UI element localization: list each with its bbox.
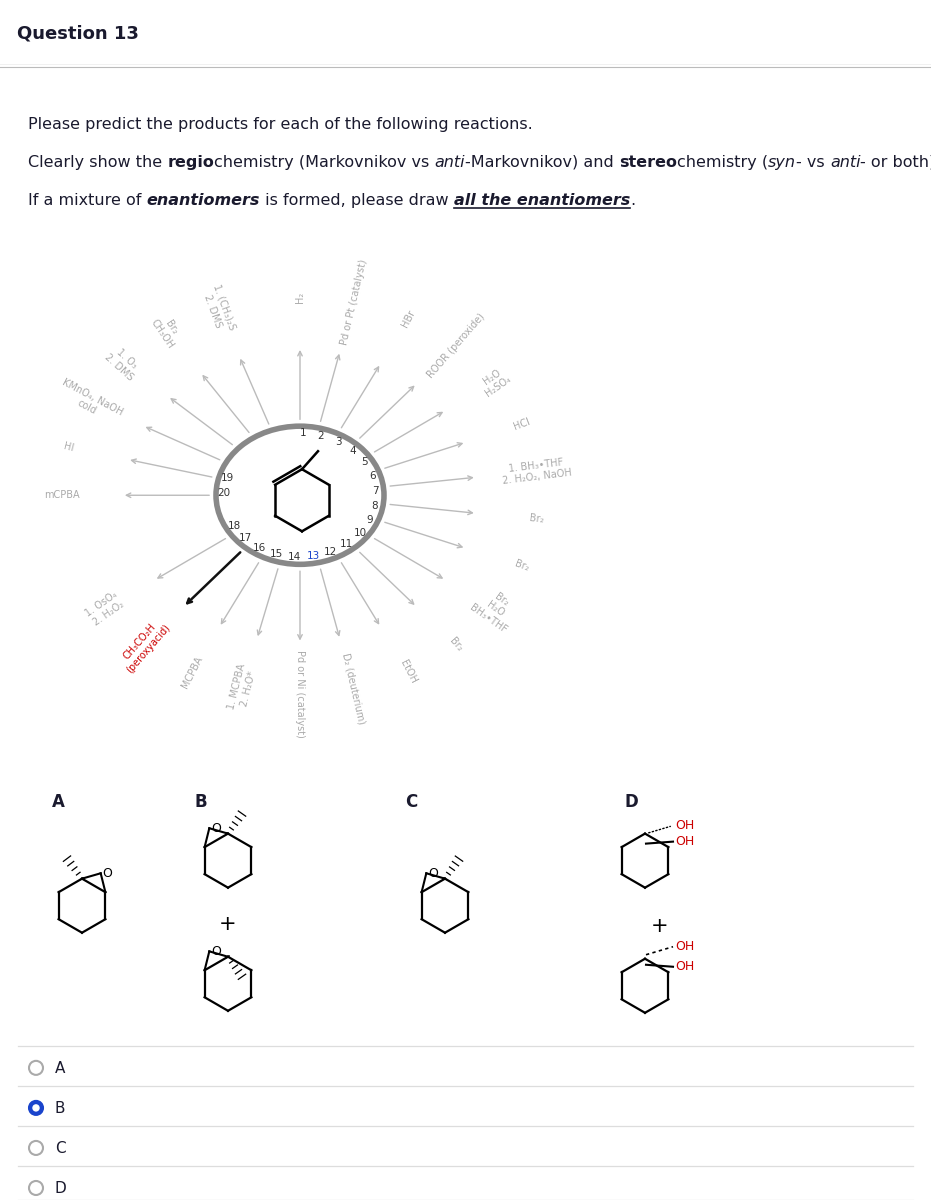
Text: 3: 3 bbox=[334, 437, 342, 446]
Text: OH: OH bbox=[675, 835, 695, 848]
Text: 2: 2 bbox=[317, 431, 324, 440]
Text: Please predict the products for each of the following reactions.: Please predict the products for each of … bbox=[28, 116, 533, 132]
Circle shape bbox=[29, 1181, 43, 1195]
Text: +: + bbox=[219, 913, 236, 934]
Text: Clearly show the: Clearly show the bbox=[28, 155, 168, 170]
Text: OH: OH bbox=[675, 960, 695, 973]
Text: 1: 1 bbox=[300, 428, 306, 438]
Text: Br₂
H₂O
BH₃•THF: Br₂ H₂O BH₃•THF bbox=[468, 583, 522, 635]
Circle shape bbox=[29, 1141, 43, 1154]
Text: O: O bbox=[211, 944, 222, 958]
Text: HI: HI bbox=[63, 442, 75, 454]
Text: stereo: stereo bbox=[619, 155, 677, 170]
Text: EtOH: EtOH bbox=[398, 659, 418, 685]
Text: 15: 15 bbox=[270, 550, 283, 559]
Text: 14: 14 bbox=[288, 552, 302, 562]
Text: mCPBA: mCPBA bbox=[44, 491, 80, 500]
Text: anti: anti bbox=[830, 155, 860, 170]
Text: O: O bbox=[428, 866, 439, 880]
Text: 16: 16 bbox=[253, 542, 266, 553]
Text: D₂ (deuterium): D₂ (deuterium) bbox=[341, 652, 367, 725]
Text: 9: 9 bbox=[366, 516, 372, 526]
Text: Br₂: Br₂ bbox=[514, 559, 531, 574]
Text: anti: anti bbox=[435, 155, 466, 170]
Text: Question 13: Question 13 bbox=[17, 25, 139, 43]
Circle shape bbox=[33, 1105, 39, 1111]
Text: is formed, please draw: is formed, please draw bbox=[260, 193, 453, 208]
Text: MCPBA: MCPBA bbox=[180, 654, 204, 690]
Text: - or both).: - or both). bbox=[860, 155, 931, 170]
Text: 20: 20 bbox=[218, 488, 231, 498]
Text: OH: OH bbox=[675, 941, 695, 953]
Text: A: A bbox=[55, 1061, 65, 1076]
Circle shape bbox=[29, 1100, 43, 1115]
Text: Pd or Pt (catalyst): Pd or Pt (catalyst) bbox=[339, 258, 369, 346]
Text: 19: 19 bbox=[221, 473, 234, 484]
Text: O: O bbox=[102, 866, 113, 880]
Text: 17: 17 bbox=[238, 533, 252, 544]
Text: Br₂: Br₂ bbox=[529, 514, 544, 526]
Text: Br₂: Br₂ bbox=[448, 636, 465, 654]
Text: C: C bbox=[405, 792, 417, 810]
Text: 5: 5 bbox=[361, 457, 368, 467]
Text: 1. OsO₄
2. H₂O₂: 1. OsO₄ 2. H₂O₂ bbox=[84, 589, 127, 629]
Text: chemistry (Markovnikov vs: chemistry (Markovnikov vs bbox=[214, 155, 435, 170]
Text: Br₂
CH₃OH: Br₂ CH₃OH bbox=[149, 311, 185, 350]
Text: 10: 10 bbox=[354, 528, 367, 539]
Text: Pd or Ni (catalyst): Pd or Ni (catalyst) bbox=[295, 649, 305, 738]
Text: D: D bbox=[55, 1182, 67, 1196]
Text: H₂: H₂ bbox=[295, 292, 305, 302]
Text: 4: 4 bbox=[349, 445, 356, 456]
Text: 18: 18 bbox=[227, 521, 241, 532]
Text: enantiomers: enantiomers bbox=[146, 193, 260, 208]
Text: C: C bbox=[55, 1141, 65, 1157]
Text: 13: 13 bbox=[306, 551, 320, 562]
Text: 12: 12 bbox=[324, 547, 338, 557]
Text: 1. BH₃•THF
2. H₂O₂, NaOH: 1. BH₃•THF 2. H₂O₂, NaOH bbox=[500, 456, 573, 486]
Text: OH: OH bbox=[675, 820, 695, 832]
Text: 1. MCPBA
2. H₂O*: 1. MCPBA 2. H₂O* bbox=[226, 662, 259, 713]
Text: If a mixture of: If a mixture of bbox=[28, 193, 146, 208]
Text: 11: 11 bbox=[340, 539, 354, 550]
Text: syn: syn bbox=[768, 155, 796, 170]
Text: HCl: HCl bbox=[513, 416, 532, 432]
Text: - vs: - vs bbox=[796, 155, 830, 170]
Text: O: O bbox=[211, 822, 222, 835]
Text: KMnO₄, NaOH
cold: KMnO₄, NaOH cold bbox=[55, 377, 125, 427]
Text: regio: regio bbox=[168, 155, 214, 170]
Text: CH₃CO₂H
(peroxyacid): CH₃CO₂H (peroxyacid) bbox=[115, 614, 172, 674]
Text: H₂O
H₂SO₄: H₂O H₂SO₄ bbox=[477, 365, 513, 398]
Text: HBr: HBr bbox=[399, 308, 416, 329]
Text: chemistry (: chemistry ( bbox=[677, 155, 768, 170]
Text: 1. O₃
2. DMS: 1. O₃ 2. DMS bbox=[103, 343, 143, 383]
Text: A: A bbox=[52, 792, 65, 810]
Text: -Markovnikov) and: -Markovnikov) and bbox=[466, 155, 619, 170]
Text: .: . bbox=[630, 193, 635, 208]
Text: all the enantiomers: all the enantiomers bbox=[453, 193, 630, 208]
Text: D: D bbox=[625, 792, 639, 810]
Text: 8: 8 bbox=[371, 502, 378, 511]
Circle shape bbox=[29, 1061, 43, 1075]
Text: 1. (CH₃)₂S
2. DMS: 1. (CH₃)₂S 2. DMS bbox=[200, 283, 237, 335]
Text: +: + bbox=[651, 916, 668, 936]
Text: B: B bbox=[55, 1102, 65, 1116]
Text: B: B bbox=[195, 792, 208, 810]
Text: 7: 7 bbox=[372, 486, 379, 496]
Text: 6: 6 bbox=[369, 472, 375, 481]
Text: ROOR (peroxide): ROOR (peroxide) bbox=[425, 312, 487, 380]
